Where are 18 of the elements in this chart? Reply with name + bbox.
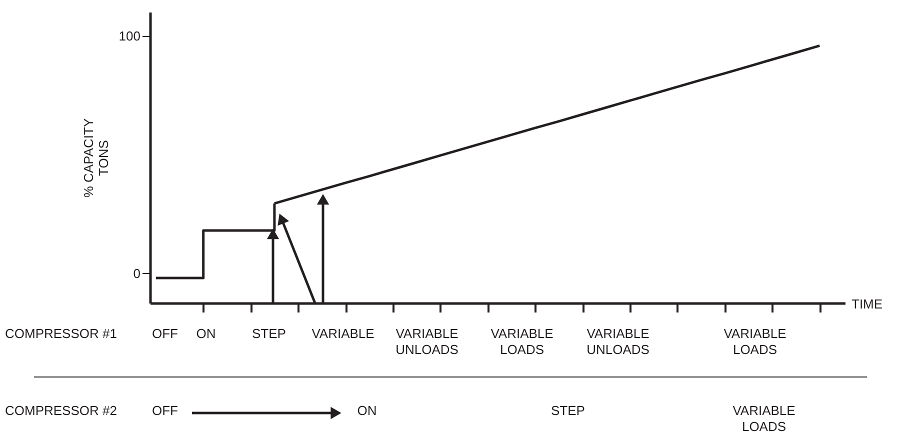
text: COMPRESSOR #1: [5, 326, 117, 341]
text: STEP: [551, 403, 585, 418]
text: VARIABLE LOADS: [490, 326, 554, 357]
text: VARIABLE UNLOADS: [396, 326, 459, 357]
text: VARIABLE: [312, 326, 375, 341]
text: VARIABLE LOADS: [732, 403, 796, 434]
text: VARIABLE LOADS: [724, 326, 787, 357]
y-tick-label: 0: [133, 266, 140, 281]
text: VARIABLE UNLOADS: [586, 326, 650, 357]
text: OFF: [152, 326, 178, 341]
text: ON: [196, 326, 216, 341]
text: OFF: [152, 403, 178, 418]
text: ON: [357, 403, 377, 418]
text: COMPRESSOR #2: [5, 403, 117, 418]
text: STEP: [252, 326, 286, 341]
x-axis-title: TIME: [852, 296, 883, 312]
y-tick-label: 100: [118, 28, 140, 44]
y-axis-title: % CAPACITY TONS: [80, 118, 111, 198]
